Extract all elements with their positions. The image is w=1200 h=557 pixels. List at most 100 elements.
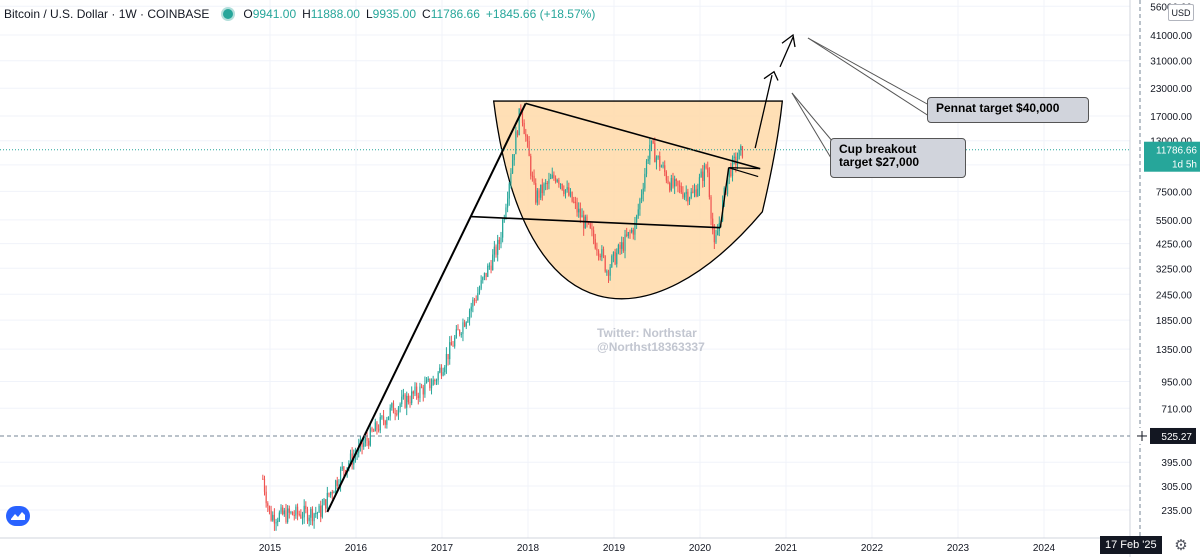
candle-body xyxy=(574,201,577,203)
candle-body xyxy=(315,513,317,515)
candle-body xyxy=(730,167,732,176)
candle-body xyxy=(378,429,380,431)
candle-body xyxy=(588,222,590,224)
candle-body xyxy=(323,499,325,506)
time-tick-label: 2023 xyxy=(947,543,970,554)
candle-body xyxy=(477,293,479,300)
candle-body xyxy=(649,144,651,160)
candle-body xyxy=(670,178,672,191)
candle-body xyxy=(586,216,588,223)
candle-body xyxy=(419,386,421,399)
candle-body xyxy=(497,239,499,255)
candle-body xyxy=(328,492,330,496)
candle-body xyxy=(468,310,471,320)
candle-body xyxy=(629,232,631,234)
candle-body xyxy=(492,254,494,271)
high-value: 11888.00 xyxy=(310,7,360,21)
candle-body xyxy=(399,404,401,408)
candle-body xyxy=(647,159,649,161)
candle-body xyxy=(488,265,491,267)
candle-body xyxy=(397,407,400,415)
candle-body xyxy=(455,329,457,338)
candle-body xyxy=(516,131,519,136)
candle-body xyxy=(677,180,679,186)
pennant-target-callout[interactable]: Pennat target $40,000 xyxy=(927,97,1089,123)
candle-body xyxy=(391,403,393,408)
candle-body xyxy=(531,175,534,177)
candle-body xyxy=(698,177,701,189)
candle-body xyxy=(713,230,715,243)
candle-body xyxy=(655,157,658,163)
tradingview-logo-icon[interactable] xyxy=(6,506,30,526)
candle-body xyxy=(396,413,398,415)
candle-body xyxy=(561,183,563,190)
currency-button[interactable]: USD xyxy=(1168,4,1194,21)
candle-body xyxy=(631,229,633,233)
candle-body xyxy=(366,437,368,441)
candle-body xyxy=(341,466,343,469)
open-value: 9941.00 xyxy=(252,7,297,21)
cup-breakout-line1: Cup breakout xyxy=(839,142,917,156)
candle-body xyxy=(626,234,628,236)
candle-body xyxy=(521,110,524,123)
candle-body xyxy=(548,178,550,184)
candle-body xyxy=(594,239,596,249)
high-label: H xyxy=(302,7,311,21)
candle-body xyxy=(273,514,276,524)
candle-body xyxy=(440,367,443,376)
symbol-title[interactable]: Bitcoin / U.S. Dollar · 1W · COINBASE xyxy=(4,7,210,21)
candle-body xyxy=(437,372,439,381)
candle-body xyxy=(293,515,295,517)
crosshair: 525.27 xyxy=(0,0,1196,538)
candle-body xyxy=(660,166,663,168)
candle-body xyxy=(536,190,538,203)
candle-body xyxy=(581,215,583,218)
candle-body xyxy=(445,353,448,368)
candle-body xyxy=(693,189,696,193)
candle-body xyxy=(287,508,289,523)
candle-body xyxy=(518,108,520,136)
candle-body xyxy=(338,484,340,486)
candle-body xyxy=(425,380,428,384)
candle-body xyxy=(543,183,545,194)
candle-body xyxy=(263,478,266,492)
candle-body xyxy=(270,510,272,521)
price-tick-label: 395.00 xyxy=(1161,458,1192,469)
candle-body xyxy=(379,417,381,431)
price-tick-label: 305.00 xyxy=(1161,482,1192,493)
watermark-line2: @Northst18363337 xyxy=(597,340,705,354)
candle-body xyxy=(305,505,307,510)
candle-body xyxy=(621,242,623,249)
candle-body xyxy=(639,199,641,210)
candle-body xyxy=(637,209,639,216)
candle-body xyxy=(344,470,347,474)
candle-body xyxy=(707,167,709,173)
candle-body xyxy=(339,468,342,485)
time-tick-label: 2024 xyxy=(1033,543,1056,554)
candle-body xyxy=(614,251,616,265)
candle-body xyxy=(675,179,677,181)
candle-body xyxy=(343,466,345,471)
candle-body xyxy=(320,505,322,517)
candle-body xyxy=(406,395,408,408)
candle-body xyxy=(697,188,699,197)
candle-body xyxy=(554,178,557,182)
candle-body xyxy=(679,185,681,187)
candle-body xyxy=(558,179,560,185)
candle-body xyxy=(591,228,593,231)
candle-body xyxy=(674,179,676,187)
candle-body xyxy=(622,242,624,251)
pennant-bottom xyxy=(728,167,759,178)
low-value: 9935.00 xyxy=(372,7,417,21)
candle-body xyxy=(450,342,452,346)
candle-body xyxy=(563,189,565,194)
candle-body xyxy=(389,407,391,417)
time-tick-label: 2021 xyxy=(775,543,798,554)
candle-body xyxy=(475,299,477,301)
price-tick-label: 4250.00 xyxy=(1156,240,1193,251)
cup-breakout-callout[interactable]: Cup breakout target $27,000 xyxy=(830,138,966,178)
current-price-marker: 11786.66 1d 5h xyxy=(0,141,1200,172)
gear-icon[interactable]: ⚙ xyxy=(1174,537,1188,554)
